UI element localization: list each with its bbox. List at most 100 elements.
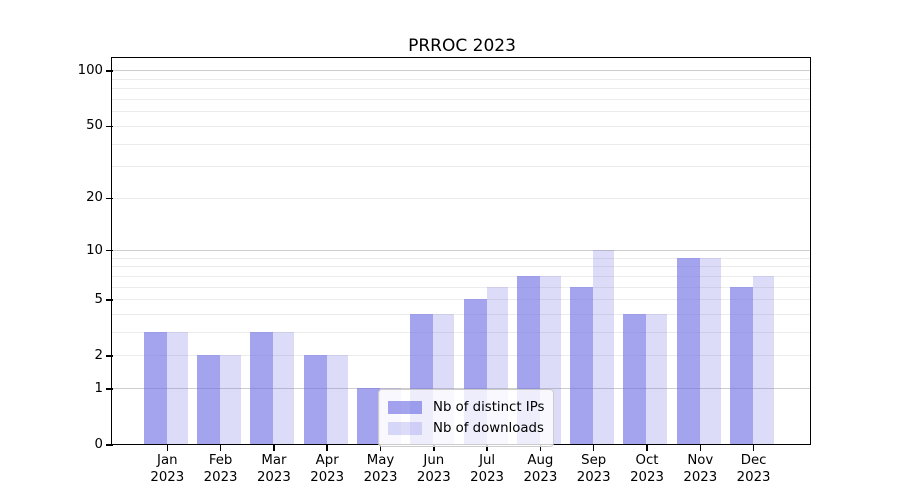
x-tick-year: 2023 — [470, 470, 505, 485]
bar-downloads-apr — [326, 355, 348, 445]
gridline-minor — [112, 266, 811, 268]
y-tick-label: 0 — [94, 437, 103, 452]
bar-downloads-mar — [273, 332, 295, 445]
legend-item-distinct-ips: Nb of distinct IPs — [388, 398, 544, 417]
gridline-major — [112, 388, 811, 390]
bar-downloads-dec — [753, 275, 774, 445]
bar-distinct-ips-may — [356, 388, 380, 445]
x-tick-label-oct: Oct 2023 — [607, 452, 687, 486]
x-tick-label-jul: Jul 2023 — [447, 452, 527, 486]
gridline-minor — [112, 299, 811, 301]
x-tick-mark — [699, 445, 702, 451]
x-tick-mark — [273, 445, 275, 451]
x-tick-label-aug: Aug 2023 — [500, 452, 580, 486]
gridline-minor — [112, 314, 811, 315]
gridline-major — [112, 250, 811, 252]
y-tick-label: 100 — [77, 63, 103, 78]
gridline-minor — [112, 286, 811, 288]
y-tick-mark — [106, 355, 113, 357]
x-tick-mark — [539, 445, 542, 451]
legend: Nb of distinct IPs Nb of downloads — [378, 389, 555, 447]
y-tick-label: 1 — [94, 380, 103, 396]
y-tick-label: 2 — [94, 348, 103, 363]
y-tick-label: 20 — [86, 190, 103, 206]
x-tick-year: 2023 — [150, 470, 185, 485]
x-tick-mark — [379, 445, 382, 451]
x-tick-year: 2023 — [310, 470, 345, 485]
y-tick-mark — [106, 125, 113, 128]
legend-swatch-downloads — [388, 422, 422, 435]
bar-distinct-ips-feb — [197, 355, 220, 445]
y-tick-mark — [106, 388, 113, 390]
gridline-minor — [112, 257, 811, 259]
bar-downloads-sep — [593, 250, 615, 445]
gridline-minor — [112, 78, 811, 80]
x-tick-year: 2023 — [576, 470, 611, 485]
legend-label-distinct-ips: Nb of distinct IPs — [433, 400, 545, 415]
y-tick-label: 10 — [86, 242, 103, 258]
x-tick-mark — [326, 445, 328, 451]
x-tick-label-sep: Sep 2023 — [554, 452, 634, 486]
x-tick-label-mar: Mar 2023 — [234, 452, 314, 486]
x-tick-label-nov: Nov 2023 — [660, 452, 740, 486]
bar-distinct-ips-sep — [570, 286, 594, 445]
x-tick-mark — [166, 445, 169, 451]
y-tick-mark — [106, 249, 113, 252]
x-tick-month: Jul — [479, 453, 496, 468]
bar-downloads-jan — [166, 332, 188, 445]
gridline-minor — [112, 332, 811, 334]
bar-distinct-ips-mar — [250, 332, 274, 445]
x-tick-month: Apr — [315, 453, 339, 468]
chart-title: PRROC 2023 — [408, 36, 516, 56]
y-tick-label: 5 — [94, 291, 103, 307]
plot-area — [111, 57, 812, 446]
bar-downloads-oct — [646, 314, 668, 445]
x-tick-label-jan: Jan 2023 — [127, 452, 207, 486]
legend-label-downloads: Nb of downloads — [433, 421, 544, 436]
x-tick-month: May — [366, 453, 395, 468]
x-tick-mark — [646, 445, 648, 451]
x-tick-year: 2023 — [736, 470, 771, 485]
y-tick-mark — [106, 197, 113, 200]
gridline-minor — [112, 125, 811, 127]
x-tick-label-may: May 2023 — [341, 452, 421, 486]
gridline-minor — [112, 111, 811, 113]
x-tick-label-feb: Feb 2023 — [181, 452, 261, 486]
x-tick-year: 2023 — [416, 470, 451, 485]
x-tick-mark — [486, 445, 488, 451]
x-tick-month: Aug — [527, 453, 554, 468]
x-tick-mark — [433, 445, 435, 451]
x-tick-label-dec: Dec 2023 — [714, 452, 794, 486]
legend-item-downloads: Nb of downloads — [388, 419, 544, 438]
x-tick-year: 2023 — [523, 470, 558, 485]
x-tick-year: 2023 — [203, 470, 238, 485]
x-tick-month: Oct — [635, 453, 659, 468]
y-tick-mark — [106, 444, 113, 446]
x-tick-year: 2023 — [256, 470, 291, 485]
gridline-minor — [112, 88, 811, 90]
x-tick-month: Sep — [581, 453, 607, 468]
x-tick-mark — [219, 445, 222, 451]
y-tick-mark — [106, 70, 113, 72]
x-tick-month: Dec — [740, 453, 767, 468]
x-tick-month: Nov — [687, 453, 714, 468]
x-tick-label-jun: Jun 2023 — [394, 452, 474, 486]
bar-distinct-ips-apr — [303, 355, 327, 445]
x-tick-month: Jan — [157, 453, 178, 468]
gridline-major — [112, 70, 811, 72]
gridline-minor — [112, 166, 811, 168]
x-tick-year: 2023 — [630, 470, 664, 485]
bar-downloads-nov — [699, 257, 721, 445]
gridline-minor — [112, 143, 811, 145]
gridline-minor — [112, 275, 811, 277]
y-tick-mark — [106, 299, 113, 301]
x-tick-mark — [752, 445, 755, 451]
x-tick-month: Mar — [261, 453, 287, 468]
gridline-minor — [112, 197, 811, 199]
bar-distinct-ips-oct — [623, 314, 647, 445]
x-tick-label-apr: Apr 2023 — [287, 452, 367, 486]
gridline-minor — [112, 99, 811, 100]
bar-distinct-ips-nov — [676, 257, 700, 445]
x-tick-mark — [592, 445, 595, 451]
